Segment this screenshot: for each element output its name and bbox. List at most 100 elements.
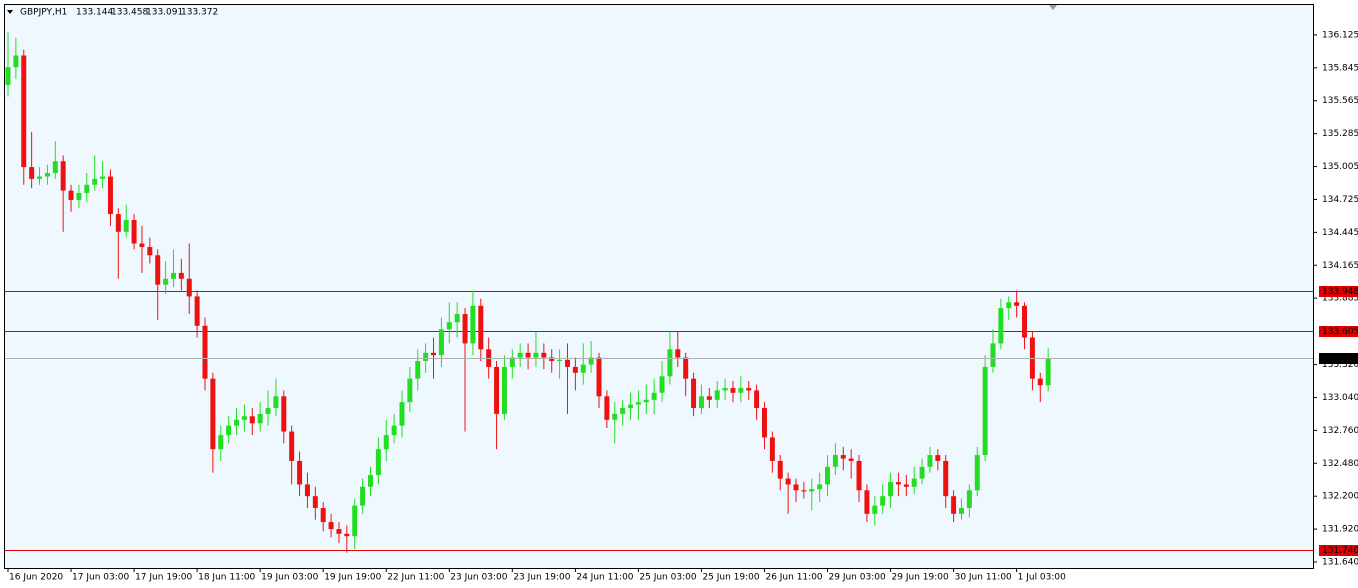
candle-body (281, 396, 287, 432)
candle-body (596, 357, 602, 397)
candle-body (651, 392, 657, 400)
y-tick-label: 135.565 (1322, 96, 1358, 106)
symbol-menu-arrow (7, 10, 13, 14)
candle-body (683, 357, 689, 379)
x-tick-label: 29 Jun 03:00 (829, 573, 886, 583)
y-tick-label: 133.320 (1322, 360, 1358, 370)
candle-body (951, 496, 957, 514)
candle-body (273, 396, 279, 409)
y-tick-label: 134.165 (1322, 261, 1358, 271)
candle-body (163, 278, 169, 285)
candle-body (746, 388, 752, 391)
chart-title: GBPJPY,H1 (20, 8, 67, 18)
candle-body (407, 378, 413, 403)
x-tick-label: 17 Jun 03:00 (72, 573, 129, 583)
candle-body (107, 176, 113, 215)
candle-body (76, 192, 82, 201)
candle-body (1006, 302, 1012, 309)
candle-body (564, 359, 570, 367)
candle-body (494, 366, 500, 414)
y-tick-label: 132.200 (1322, 492, 1358, 502)
candle-body (249, 416, 255, 424)
candle-body (785, 478, 791, 485)
candle-body (793, 484, 799, 491)
candle-body (825, 466, 831, 485)
candle-body (777, 460, 783, 479)
candle-body (336, 529, 342, 534)
candle-body (832, 455, 838, 467)
candle-body (304, 484, 310, 497)
candle-body (265, 408, 271, 414)
candle-body (769, 437, 775, 461)
candle-body (1045, 358, 1051, 386)
x-tick-label: 29 Jun 19:00 (892, 573, 949, 583)
candle-body (470, 305, 476, 344)
candle-body (202, 325, 208, 379)
candle-body (194, 296, 200, 326)
candle-body (911, 478, 917, 487)
candle-body (131, 220, 137, 244)
candle-body (958, 507, 964, 514)
candle-body (383, 435, 389, 450)
candle-body (344, 533, 350, 537)
candle-body (809, 489, 815, 492)
candle-body (438, 329, 444, 356)
candle-body (1014, 302, 1020, 306)
x-tick-label: 23 Jun 03:00 (450, 573, 507, 583)
candle-body (360, 486, 366, 506)
candle-body (919, 466, 925, 479)
candle-body (139, 243, 145, 248)
candle-body (888, 482, 894, 497)
candle-body (44, 173, 50, 177)
candle-body (297, 460, 303, 485)
candle-body (588, 357, 594, 365)
candle-body (943, 460, 949, 497)
candle-body (675, 349, 681, 358)
candle-body (454, 314, 460, 323)
candle-body (431, 352, 437, 356)
level-label: 131.740 (1322, 546, 1358, 556)
y-tick-label: 133.040 (1322, 393, 1358, 403)
candle-body (328, 522, 334, 530)
candle-body (612, 413, 618, 420)
candle-body (998, 308, 1004, 344)
candle-body (982, 366, 988, 456)
level-label-box (1319, 286, 1358, 297)
candle-body (525, 352, 531, 358)
header-low: 133.091 (146, 8, 183, 18)
candle-body (848, 458, 854, 461)
candle-body (100, 176, 106, 179)
y-tick-label: 134.445 (1322, 228, 1358, 238)
level-label-box (1319, 326, 1358, 337)
candle-body (817, 484, 823, 490)
candle-body (186, 278, 192, 297)
candle-body (462, 314, 468, 344)
candle-body (170, 272, 176, 279)
candle-body (927, 455, 933, 467)
candle-body (312, 496, 318, 508)
candle-body (5, 67, 11, 85)
candle-body (620, 408, 626, 414)
candle-body (415, 361, 421, 379)
scroll-marker (1049, 5, 1057, 10)
y-tick-label: 135.005 (1322, 162, 1358, 172)
y-tick-label: 131.640 (1322, 558, 1358, 568)
candle-body (643, 399, 649, 403)
candle-body (557, 359, 563, 362)
header-open: 133.144 (76, 8, 113, 18)
x-tick-label: 19 Jun 19:00 (324, 573, 381, 583)
y-tick-label: 136.125 (1322, 30, 1358, 40)
candle-body (320, 507, 326, 523)
candle-body (509, 357, 515, 367)
candle-body (864, 490, 870, 514)
candle-body (210, 378, 216, 450)
candle-body (501, 366, 507, 414)
y-tick-label: 132.480 (1322, 459, 1358, 469)
candle-body (367, 475, 373, 487)
y-tick-label: 131.920 (1322, 525, 1358, 535)
x-tick-label: 23 Jun 19:00 (513, 573, 570, 583)
candle-body (714, 390, 720, 400)
candle-body (391, 425, 397, 436)
candle-body (399, 402, 405, 426)
